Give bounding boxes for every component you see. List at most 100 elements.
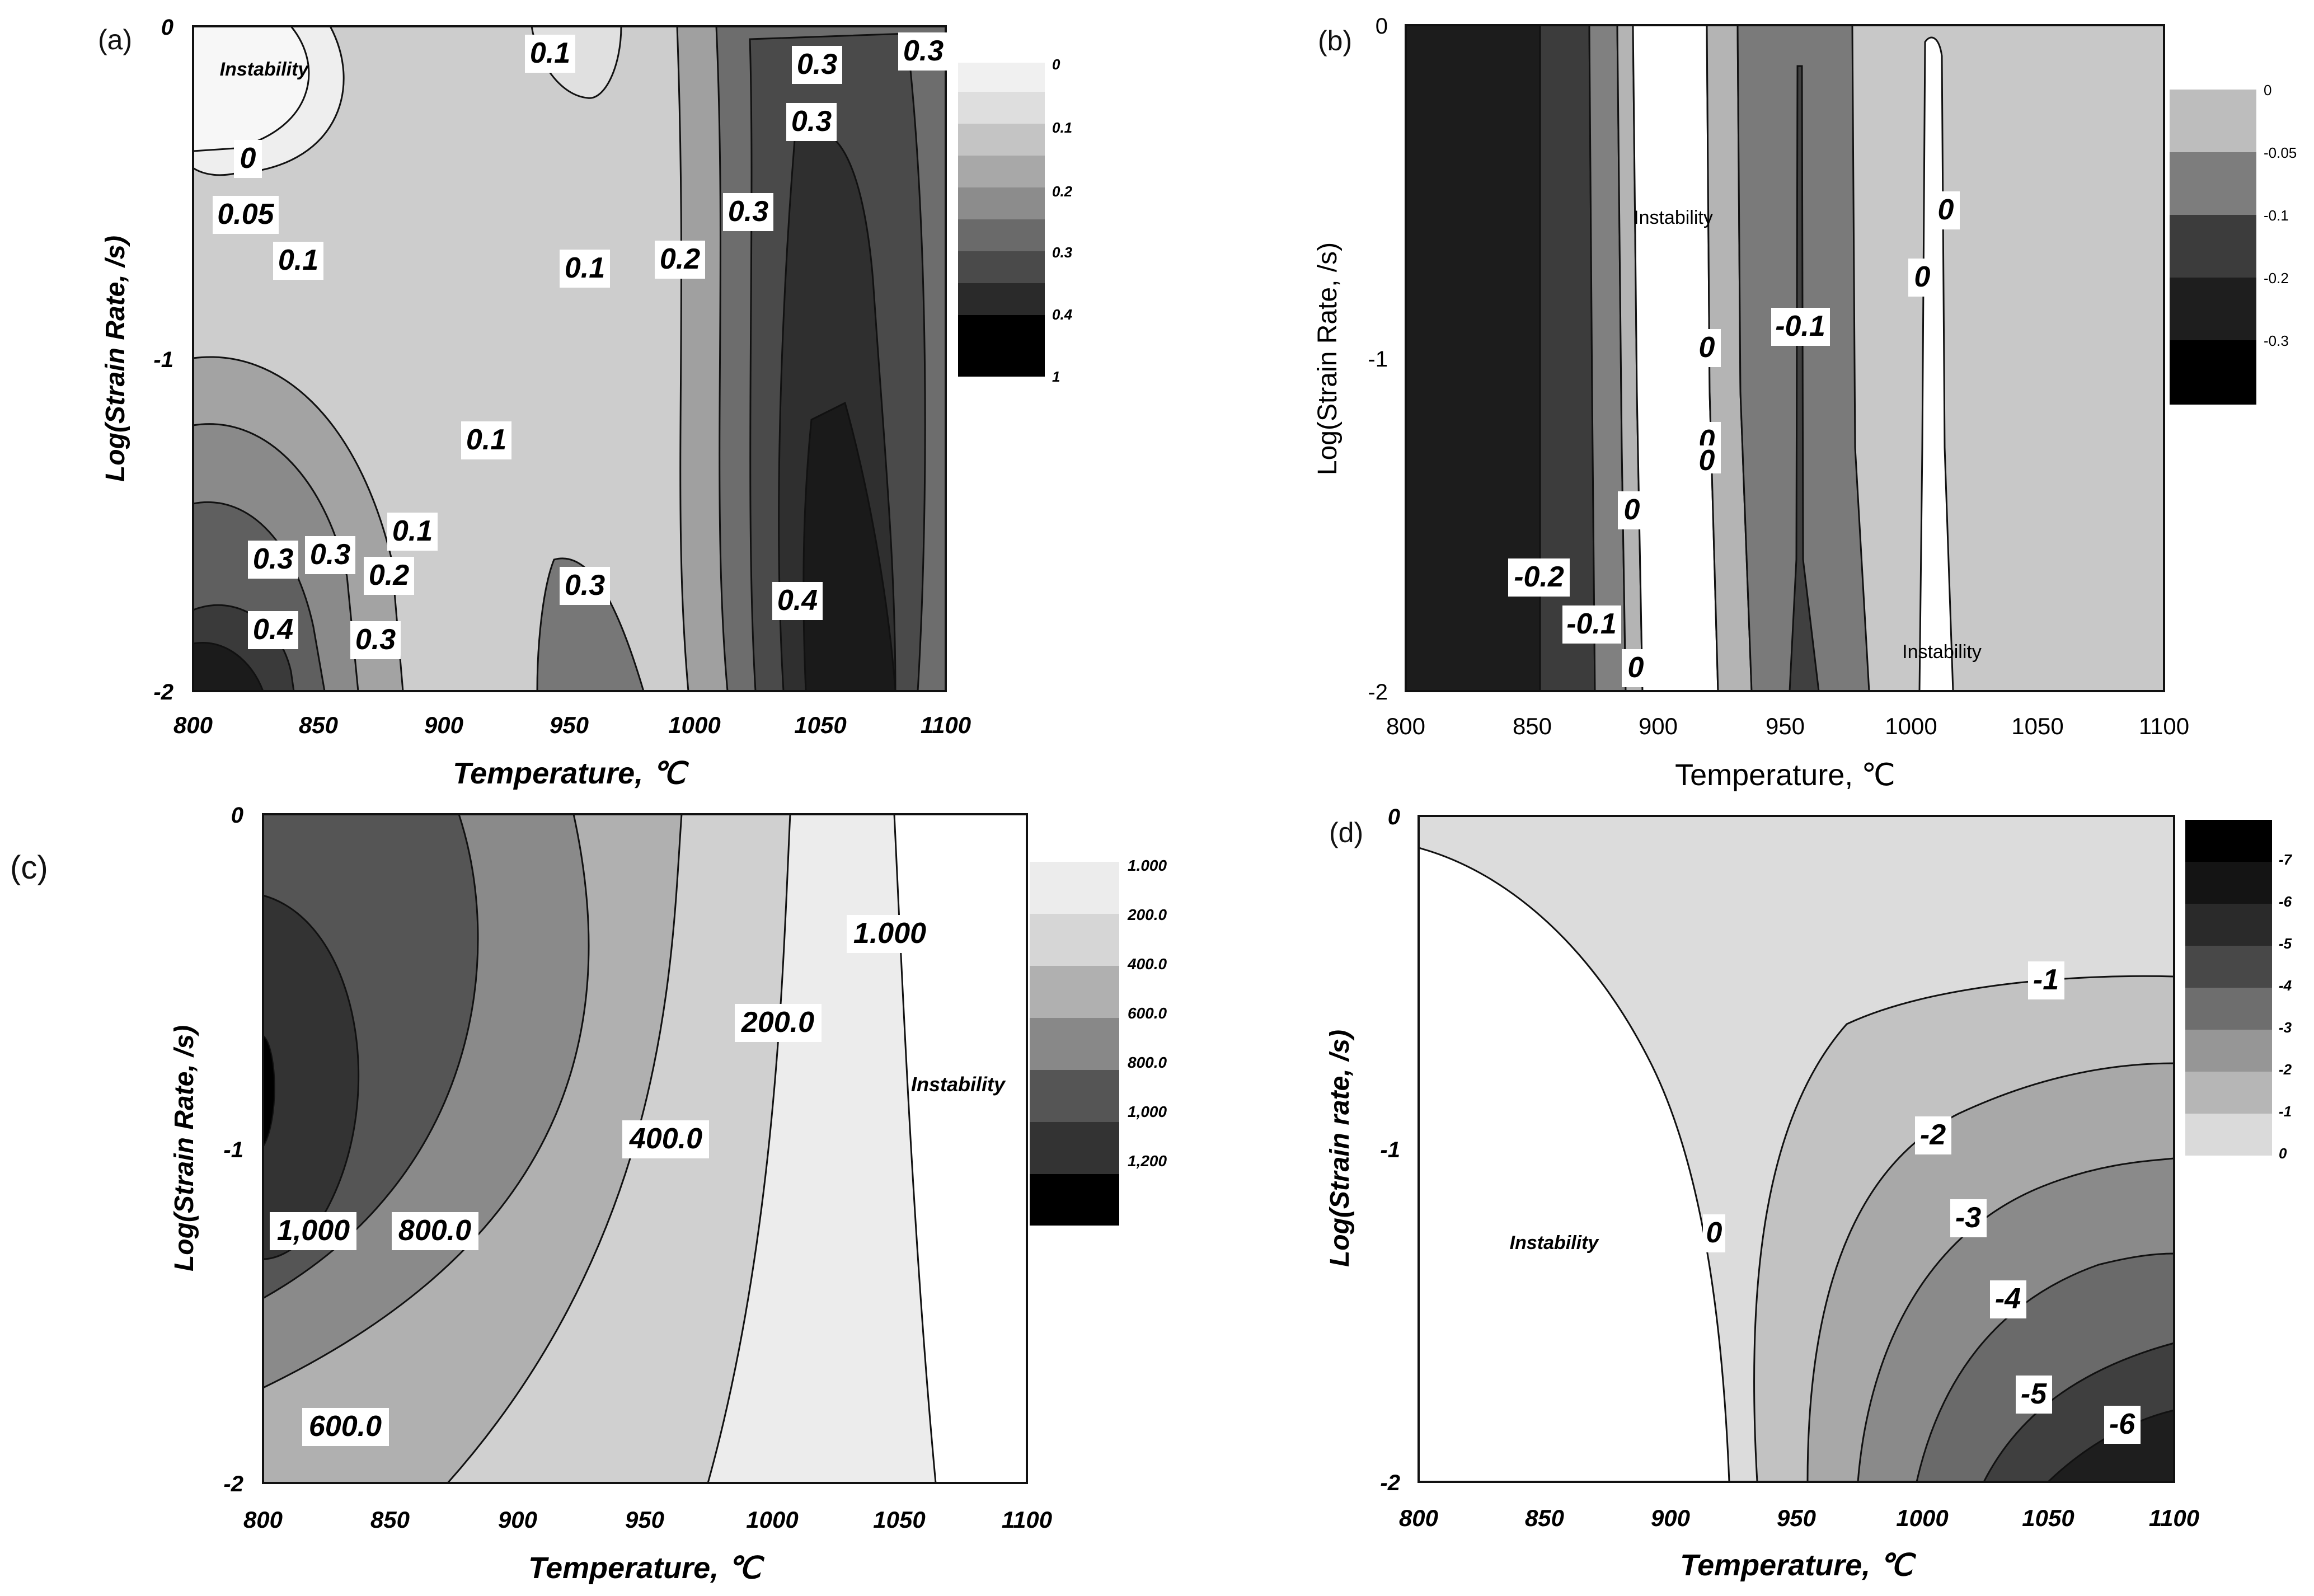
frame-a — [192, 25, 947, 692]
ytick-d-3: -2 — [1380, 1471, 1400, 1495]
ytick-c-3: -2 — [223, 1472, 243, 1496]
xtick-d-7: 1100 — [2149, 1505, 2199, 1531]
legend-c-swatch-7 — [1030, 1174, 1119, 1226]
axes-a: 0 -1 -2 800 850 900 950 1000 1050 1100 T… — [101, 15, 971, 790]
ytick-a-1: 0 — [161, 15, 173, 40]
contour-label-text-a-4: 0.3 — [791, 105, 832, 138]
ytick-a-2: -1 — [153, 348, 173, 372]
frame-b — [1405, 24, 2165, 692]
legend-c-swatch-6 — [1030, 1122, 1119, 1174]
legend-a-swatch-9 — [958, 315, 1045, 377]
contour-label-c-1: 1.000 — [847, 915, 933, 953]
panel-b: (b) Instability Instability 0 0 0 -0.1 0… — [1313, 14, 2297, 792]
legend-a-label-4: 0.3 — [1052, 244, 1073, 261]
contour-label-text-d-6: -6 — [2109, 1408, 2135, 1440]
legend-a-swatch-1 — [958, 63, 1045, 92]
contour-label-text-a-7: 0.1 — [278, 244, 318, 276]
legend-a-label-3: 0.2 — [1052, 183, 1073, 200]
contour-label-text-b-9: -0.1 — [1566, 608, 1617, 640]
xtick-b-6: 1050 — [2011, 713, 2063, 739]
xtick-d-2: 850 — [1525, 1505, 1564, 1531]
legend-c-swatch-5 — [1030, 1070, 1119, 1122]
contour-label-b-10: 0 — [1622, 649, 1650, 687]
contour-label-text-a-13: 0.3 — [253, 543, 293, 575]
legend-c-swatch-4 — [1030, 1018, 1119, 1070]
contour-label-text-c-4: 1,000 — [277, 1214, 350, 1247]
xtick-c-2: 850 — [370, 1506, 410, 1533]
contour-label-b-2: 0 — [1908, 259, 1936, 297]
panel-a: (a) 0.1 0.3 0.3 0.3 0 0.05 0. — [98, 15, 1073, 790]
frame-d — [1417, 815, 2175, 1483]
legend-c-label-5: 800.0 — [1128, 1054, 1167, 1071]
ytick-b-1: 0 — [1376, 14, 1388, 39]
contour-label-a-6: 0.05 — [213, 196, 279, 234]
legend-b-label-3: -0.1 — [2264, 207, 2289, 224]
contour-label-text-b-10: 0 — [1628, 651, 1644, 684]
legend-a-swatch-6 — [958, 219, 1045, 251]
legend-d: -7 -6 -5 -4 -3 -2 -1 0 — [2185, 820, 2293, 1162]
legend-c-label-2: 200.0 — [1127, 906, 1167, 923]
legend-d-swatch-3 — [2185, 904, 2272, 946]
contour-label-b-9: -0.1 — [1562, 605, 1621, 644]
contour-label-c-2: 200.0 — [735, 1004, 822, 1042]
contour-label-text-c-2: 200.0 — [741, 1006, 814, 1039]
contour-label-text-d-2: -2 — [1920, 1119, 1946, 1151]
contour-label-text-c-6: 600.0 — [309, 1410, 382, 1443]
contour-label-text-b-2: 0 — [1914, 261, 1931, 293]
contour-label-text-d-5: -5 — [2021, 1378, 2047, 1410]
xtick-d-4: 950 — [1777, 1505, 1816, 1531]
panel-tag-d: (d) — [1329, 817, 1363, 848]
legend-b-label-5: -0.3 — [2264, 332, 2289, 349]
ytick-b-3: -2 — [1368, 680, 1388, 705]
panel-tag-a: (a) — [98, 24, 132, 55]
ytick-c-1: 0 — [231, 803, 243, 828]
axes-c: 0 -1 -2 800 850 900 950 1000 1050 1100 T… — [170, 803, 1052, 1585]
legend-d-swatch-1 — [2185, 820, 2272, 862]
contour-label-b-6: 0 — [1693, 444, 1721, 477]
legend-c-label-6: 1,000 — [1128, 1103, 1167, 1120]
contour-label-text-c-5: 800.0 — [398, 1214, 471, 1247]
x-axis-label-b: Temperature, ℃ — [1675, 758, 1895, 792]
contour-label-a-14: 0.3 — [305, 536, 355, 574]
contour-label-a-7: 0.1 — [273, 242, 323, 280]
contour-label-a-19: 0.3 — [350, 621, 401, 659]
xtick-b-5: 1000 — [1885, 713, 1937, 739]
contour-label-c-3: 400.0 — [622, 1120, 709, 1158]
x-axis-label-a: Temperature, ℃ — [453, 757, 689, 790]
contour-label-a-18: 0.4 — [248, 611, 298, 649]
annotation-instability-b-2: Instability — [1902, 641, 1982, 663]
contour-label-c-5: 800.0 — [392, 1212, 478, 1250]
contour-label-text-b-6: 0 — [1699, 444, 1715, 477]
contour-label-a-8: 0.3 — [723, 193, 773, 231]
contour-label-a-1: 0.1 — [525, 35, 575, 73]
contour-label-b-3: 0 — [1693, 329, 1721, 367]
xtick-b-2: 850 — [1513, 713, 1552, 739]
contour-labels-d: -1 -2 -3 -4 -5 -6 0 Instability — [1510, 961, 2141, 1444]
legend-d-label-3: -5 — [2279, 935, 2292, 952]
legend-d-swatch-7 — [2185, 1072, 2272, 1114]
contour-label-c-4: 1,000 — [270, 1212, 356, 1250]
contour-labels-b: Instability Instability 0 0 0 -0.1 0 0 0… — [1508, 191, 1982, 687]
legend-c-swatch-2 — [1030, 914, 1119, 966]
legend-d-swatch-2 — [2185, 862, 2272, 904]
xtick-d-6: 1050 — [2022, 1505, 2074, 1531]
contour-label-text-a-18: 0.4 — [253, 613, 293, 646]
contour-label-b-7: 0 — [1618, 491, 1646, 529]
legend-a: 0 0.1 0.2 0.3 0.4 1 — [958, 56, 1073, 385]
region-c-7 — [262, 1034, 275, 1149]
contour-label-text-a-14: 0.3 — [310, 538, 350, 571]
legend-c-label-4: 600.0 — [1128, 1004, 1167, 1022]
xtick-a-1: 800 — [173, 712, 213, 738]
contour-label-text-d-4: -4 — [1995, 1283, 2021, 1315]
legend-c-swatch-1 — [1030, 862, 1119, 914]
xtick-a-2: 850 — [299, 712, 338, 738]
contour-label-a-5: 0 — [234, 140, 262, 178]
panel-tag-c: (c) — [10, 849, 48, 886]
legend-a-swatch-8 — [958, 283, 1045, 315]
contour-label-a-4: 0.3 — [786, 103, 837, 141]
legend-d-label-2: -6 — [2279, 893, 2292, 910]
contour-label-text-b-1: 0 — [1938, 194, 1954, 226]
legend-d-label-5: -3 — [2279, 1019, 2292, 1036]
xtick-c-7: 1100 — [1002, 1506, 1052, 1533]
contour-label-a-13: 0.3 — [248, 541, 298, 579]
